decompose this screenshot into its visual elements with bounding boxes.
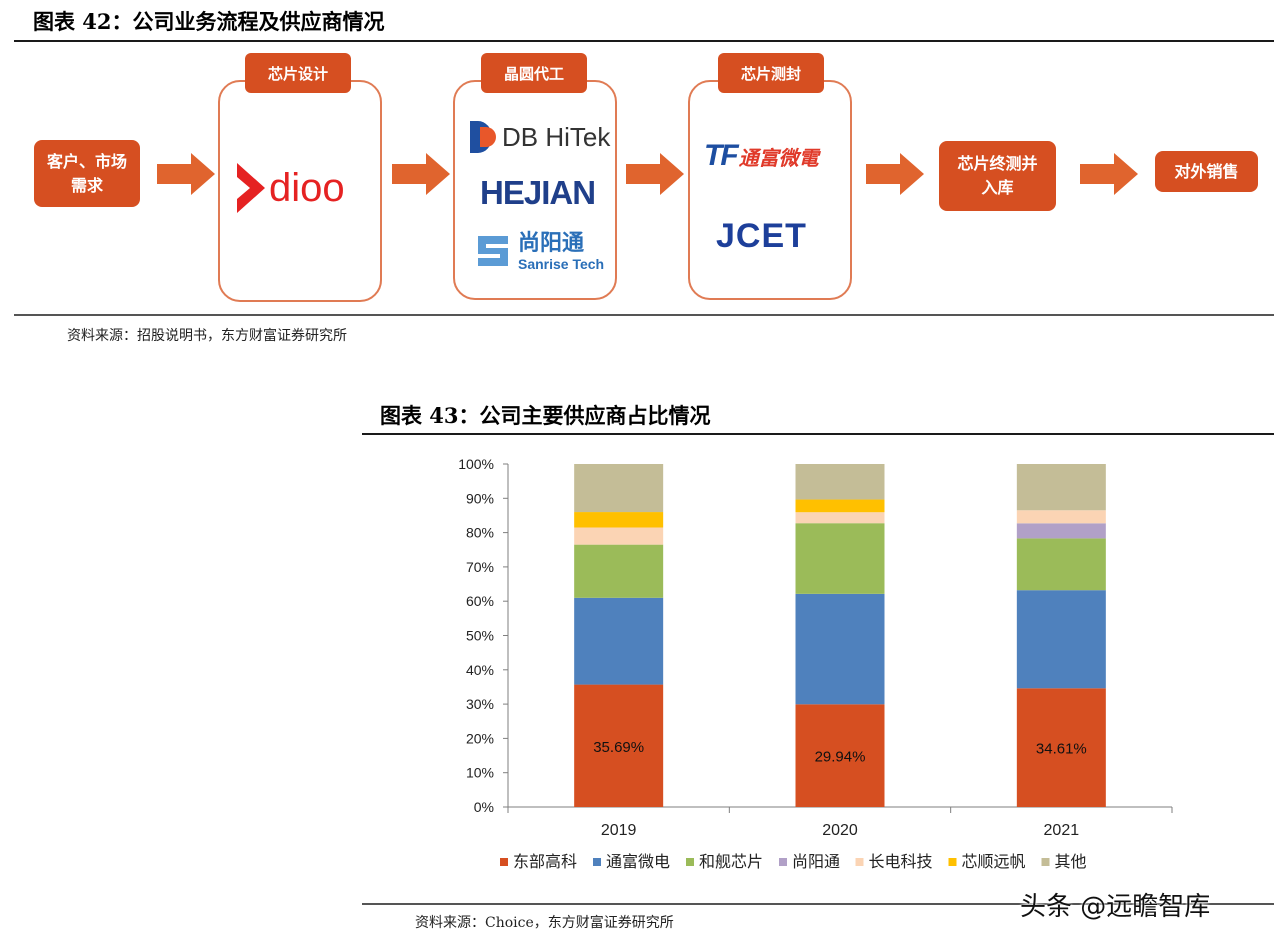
legend-swatch bbox=[1041, 858, 1050, 866]
flow-arrow-icon bbox=[157, 153, 215, 195]
external-sales-label: 对外销售 bbox=[1174, 161, 1239, 181]
fig43-source: 资料来源：Choice，东方财富证券研究所 bbox=[415, 915, 674, 931]
bar-segment bbox=[795, 512, 885, 524]
legend-label: 长电科技 bbox=[869, 852, 933, 871]
y-tick-label: 30% bbox=[466, 696, 494, 712]
bar-segment bbox=[1016, 538, 1106, 591]
supplier-share-chart: 0% 10% 20% 30% 40% 50% 60% 70% 80% 90% 100% 35.69% 2… bbox=[458, 456, 1173, 871]
x-tick-label: 2019 bbox=[601, 822, 637, 839]
legend-label: 其他 bbox=[1055, 852, 1087, 871]
fig42-title: 图表 42：公司业务流程及供应商情况 bbox=[33, 9, 385, 34]
bar-segment bbox=[574, 684, 664, 807]
bar-segment bbox=[1016, 464, 1106, 511]
y-tick-label: 50% bbox=[466, 628, 494, 644]
legend-label: 和舰芯片 bbox=[699, 852, 763, 871]
tongfu-cn-text: 通富微電 bbox=[738, 145, 819, 170]
dbhitek-logo: DB HiTek bbox=[466, 117, 610, 157]
y-tick-label: 100% bbox=[458, 456, 494, 472]
dioo-logo-text: dioo bbox=[269, 165, 345, 210]
bar-segment bbox=[795, 464, 885, 500]
bar-segment bbox=[574, 597, 664, 685]
stage-packaging-tag: 芯片测封 bbox=[718, 53, 824, 93]
sanrise-logo: 尚阳通 Sanrise Tech bbox=[472, 232, 604, 272]
sanrise-en-text: Sanrise Tech bbox=[518, 256, 605, 272]
y-tick-label: 60% bbox=[466, 593, 494, 609]
flow-arrow-icon bbox=[392, 153, 450, 195]
legend-swatch bbox=[593, 858, 601, 866]
flow-arrow-icon bbox=[1080, 153, 1138, 195]
bar-segment bbox=[574, 464, 664, 513]
hejian-logo: HEJIAN bbox=[480, 174, 596, 212]
fig42-top-rule bbox=[14, 40, 1274, 42]
flow-arrow-icon bbox=[626, 153, 684, 195]
data-label: 35.69% bbox=[593, 739, 644, 756]
x-tick-label: 2021 bbox=[1044, 822, 1080, 839]
external-sales-box: 对外销售 bbox=[1155, 151, 1258, 192]
bar-segment bbox=[1016, 523, 1106, 539]
y-tick-label: 70% bbox=[466, 559, 494, 575]
legend-swatch bbox=[500, 858, 508, 866]
sanrise-cn-text: 尚阳通 bbox=[518, 231, 585, 256]
x-tick-label: 2020 bbox=[822, 822, 858, 839]
data-label: 34.61% bbox=[1036, 741, 1087, 758]
data-label: 29.94% bbox=[815, 749, 866, 766]
bar-segment bbox=[795, 499, 885, 513]
y-tick-label: 20% bbox=[466, 730, 494, 746]
dioo-mark-icon bbox=[237, 163, 265, 213]
bar-segment bbox=[795, 704, 885, 807]
fig43-title: 图表 43：公司主要供应商占比情况 bbox=[380, 403, 711, 428]
stage-packaging-panel bbox=[688, 80, 852, 300]
legend-swatch bbox=[779, 858, 787, 866]
sanrise-mark-icon bbox=[478, 236, 508, 266]
tongfu-tf-text: TF bbox=[704, 139, 739, 172]
y-tick-label: 0% bbox=[474, 799, 494, 815]
tongfu-logo: TF 通富微電 bbox=[704, 139, 819, 173]
bar-segment bbox=[1016, 510, 1106, 524]
bar-segment bbox=[574, 512, 664, 528]
stage-chip-design-panel bbox=[218, 80, 382, 302]
y-tick-label: 10% bbox=[466, 765, 494, 781]
watermark: 头条 @远瞻智库 bbox=[1020, 892, 1211, 922]
bar-segment bbox=[1016, 688, 1106, 807]
jcet-logo: JCET bbox=[716, 217, 807, 256]
dbhitek-logo-text: DB HiTek bbox=[502, 121, 611, 152]
y-tick-label: 80% bbox=[466, 525, 494, 541]
bar-segment bbox=[574, 527, 664, 545]
legend-label: 尚阳通 bbox=[792, 852, 840, 871]
customer-demand-label: 客户、市场需求 bbox=[46, 151, 127, 195]
bar-segment bbox=[1016, 590, 1106, 689]
fig42-source: 资料来源：招股说明书，东方财富证券研究所 bbox=[67, 328, 347, 344]
legend-label: 东部高科 bbox=[513, 852, 577, 871]
hejian-logo-text: HEJIAN bbox=[480, 174, 596, 211]
y-tick-label: 40% bbox=[466, 662, 494, 678]
jcet-logo-text: JCET bbox=[716, 217, 807, 255]
legend-swatch bbox=[855, 858, 864, 866]
legend-label: 芯顺远帆 bbox=[962, 852, 1026, 871]
legend-label: 通富微电 bbox=[606, 852, 670, 871]
stage-wafer-foundry-tag: 晶圆代工 bbox=[481, 53, 587, 93]
y-tick-label: 90% bbox=[466, 490, 494, 506]
fig42-bottom-rule bbox=[14, 314, 1274, 316]
dbhitek-mark-icon bbox=[470, 121, 496, 153]
bar-segment bbox=[574, 544, 664, 598]
fig43-bottom-rule bbox=[362, 903, 1274, 905]
legend-swatch bbox=[686, 858, 694, 866]
flow-arrow-icon bbox=[866, 153, 924, 195]
bar-segment bbox=[795, 593, 885, 705]
stage-chip-design-tag: 芯片设计 bbox=[245, 53, 351, 93]
bar-segment bbox=[795, 523, 885, 594]
fig43-top-rule bbox=[362, 433, 1274, 435]
dioo-logo: dioo bbox=[237, 163, 345, 213]
final-test-label: 芯片终测并入库 bbox=[957, 154, 1038, 197]
customer-demand-box: 客户、市场需求 bbox=[34, 140, 140, 207]
final-test-box: 芯片终测并入库 bbox=[939, 141, 1056, 211]
legend-swatch bbox=[948, 858, 957, 866]
